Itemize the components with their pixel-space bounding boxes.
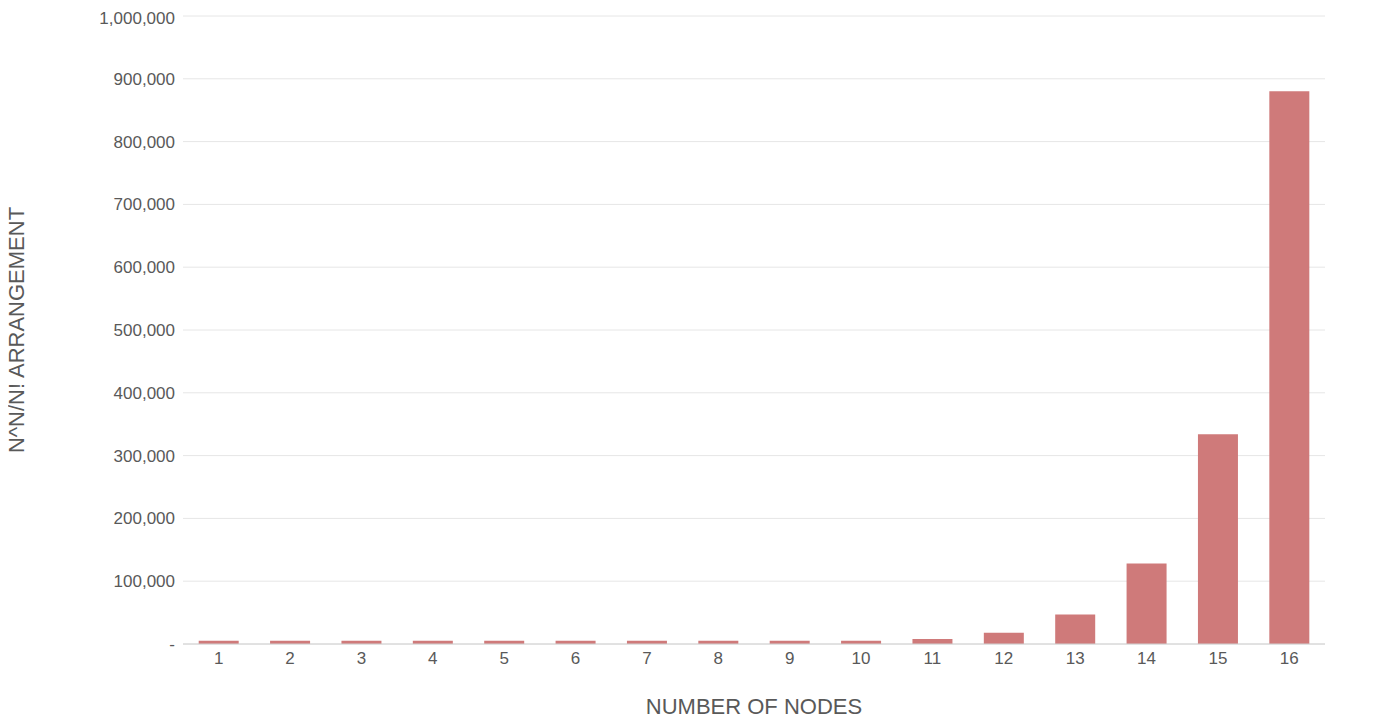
svg-text:15: 15	[1208, 649, 1227, 668]
svg-text:10: 10	[852, 649, 871, 668]
svg-text:-: -	[169, 635, 175, 654]
svg-text:12: 12	[994, 649, 1013, 668]
svg-text:700,000: 700,000	[114, 195, 175, 214]
svg-text:1,000,000: 1,000,000	[99, 9, 175, 28]
svg-text:N^N/N! ARRANGEMENT: N^N/N! ARRANGEMENT	[8, 207, 29, 453]
svg-text:14: 14	[1137, 649, 1156, 668]
svg-text:100,000: 100,000	[114, 572, 175, 591]
svg-text:300,000: 300,000	[114, 447, 175, 466]
svg-text:900,000: 900,000	[114, 70, 175, 89]
svg-text:600,000: 600,000	[114, 258, 175, 277]
svg-text:16: 16	[1280, 649, 1299, 668]
svg-text:1: 1	[214, 649, 223, 668]
svg-text:800,000: 800,000	[114, 133, 175, 152]
svg-text:500,000: 500,000	[114, 321, 175, 340]
svg-text:2: 2	[285, 649, 294, 668]
svg-text:11: 11	[924, 649, 942, 668]
svg-text:8: 8	[714, 649, 723, 668]
svg-text:400,000: 400,000	[114, 384, 175, 403]
svg-text:7: 7	[642, 649, 651, 668]
svg-text:3: 3	[357, 649, 366, 668]
svg-text:NUMBER OF NODES: NUMBER OF NODES	[646, 694, 862, 719]
svg-text:5: 5	[499, 649, 508, 668]
svg-text:4: 4	[428, 649, 437, 668]
svg-text:9: 9	[785, 649, 794, 668]
svg-text:200,000: 200,000	[114, 509, 175, 528]
svg-text:6: 6	[571, 649, 580, 668]
svg-text:13: 13	[1066, 649, 1085, 668]
